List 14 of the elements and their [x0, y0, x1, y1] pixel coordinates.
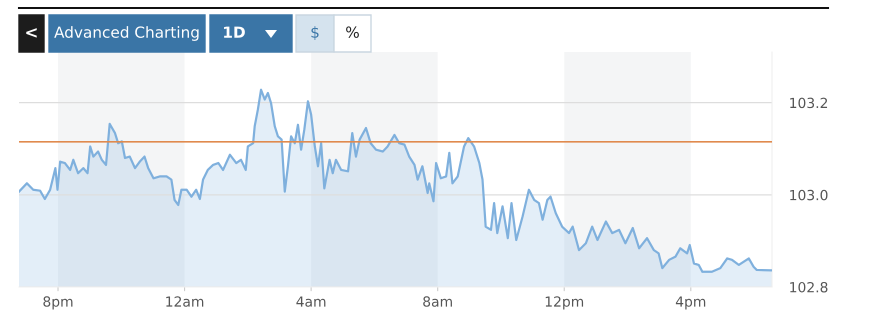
x-tick-label: 4pm	[676, 296, 706, 310]
text: 1D	[224, 26, 245, 38]
x-tick-label: 8pm	[43, 296, 72, 310]
x-tick-label: 8am	[423, 296, 452, 307]
x-tick-label: 4am	[296, 296, 326, 307]
text: <	[26, 28, 37, 38]
x-tick-label: 12am	[166, 296, 204, 307]
text: %	[346, 26, 359, 38]
y-tick-label: 103.0	[790, 190, 828, 200]
y-tick-label: 102.8	[790, 282, 828, 292]
x-tick-label: 12pm	[546, 296, 584, 310]
y-tick-label: 103.2	[790, 98, 828, 108]
text: Advanced Charting	[54, 26, 199, 41]
text: $	[311, 26, 319, 40]
